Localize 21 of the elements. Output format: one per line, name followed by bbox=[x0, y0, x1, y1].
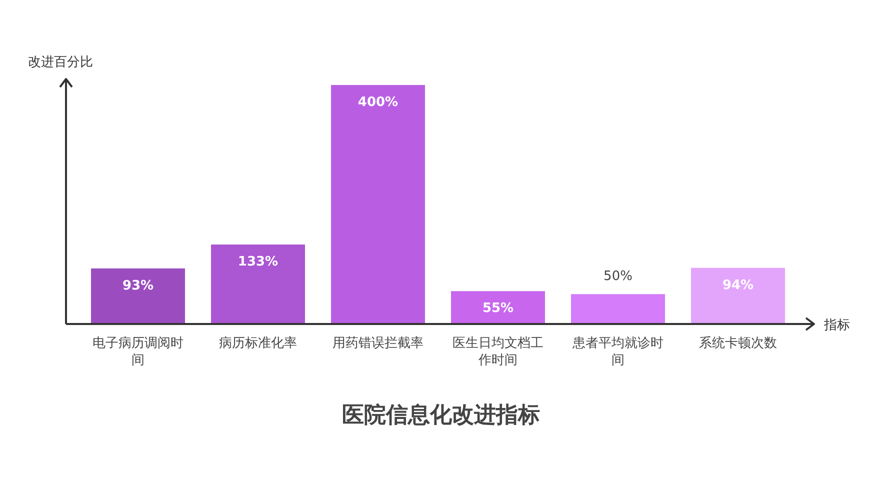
x-tick-label: 医生日均文档工作时间 bbox=[452, 335, 544, 369]
x-tick-label: 系统卡顿次数 bbox=[698, 335, 778, 352]
bar bbox=[331, 85, 425, 324]
data-label: 94% bbox=[722, 278, 754, 293]
y-axis-title: 改进百分比 bbox=[28, 55, 93, 70]
bar bbox=[91, 268, 185, 324]
bar bbox=[451, 291, 545, 324]
x-tick-label: 电子病历调阅时间 bbox=[92, 335, 184, 369]
data-label: 400% bbox=[358, 95, 398, 110]
data-label: 133% bbox=[238, 254, 278, 270]
x-axis-title: 指标 bbox=[823, 318, 850, 333]
bar bbox=[571, 294, 665, 324]
data-label: 93% bbox=[122, 278, 154, 294]
x-tick-label: 病历标准化率 bbox=[218, 335, 298, 352]
bar bbox=[691, 268, 785, 324]
bar bbox=[211, 244, 305, 324]
text: 医院信息化改进指标 bbox=[342, 403, 540, 428]
data-label: 55% bbox=[482, 301, 514, 316]
x-tick-label: 患者平均就诊时间 bbox=[572, 335, 664, 369]
data-label: 50% bbox=[604, 269, 632, 284]
x-tick-label: 用药错误拦截率 bbox=[332, 335, 424, 352]
